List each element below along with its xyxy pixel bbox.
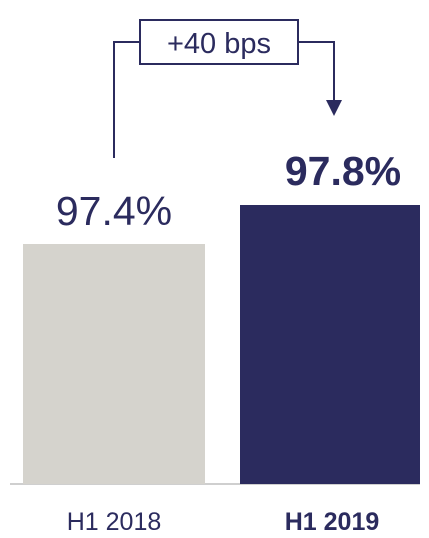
tick-label-h1-2019: H1 2019 (285, 508, 380, 536)
bar-h1-2019 (240, 205, 420, 484)
value-label-h1-2018: 97.4% (56, 188, 172, 234)
delta-connector (113, 41, 140, 158)
annotation-box (139, 19, 299, 65)
delta-connector-right (298, 41, 335, 104)
value-label-h1-2019: 97.8% (285, 148, 401, 194)
tick-label-h1-2018: H1 2018 (67, 508, 162, 536)
delta-arrowhead (326, 100, 342, 116)
bar-h1-2018 (23, 244, 205, 484)
annotation-text: +40 bps (167, 28, 271, 60)
